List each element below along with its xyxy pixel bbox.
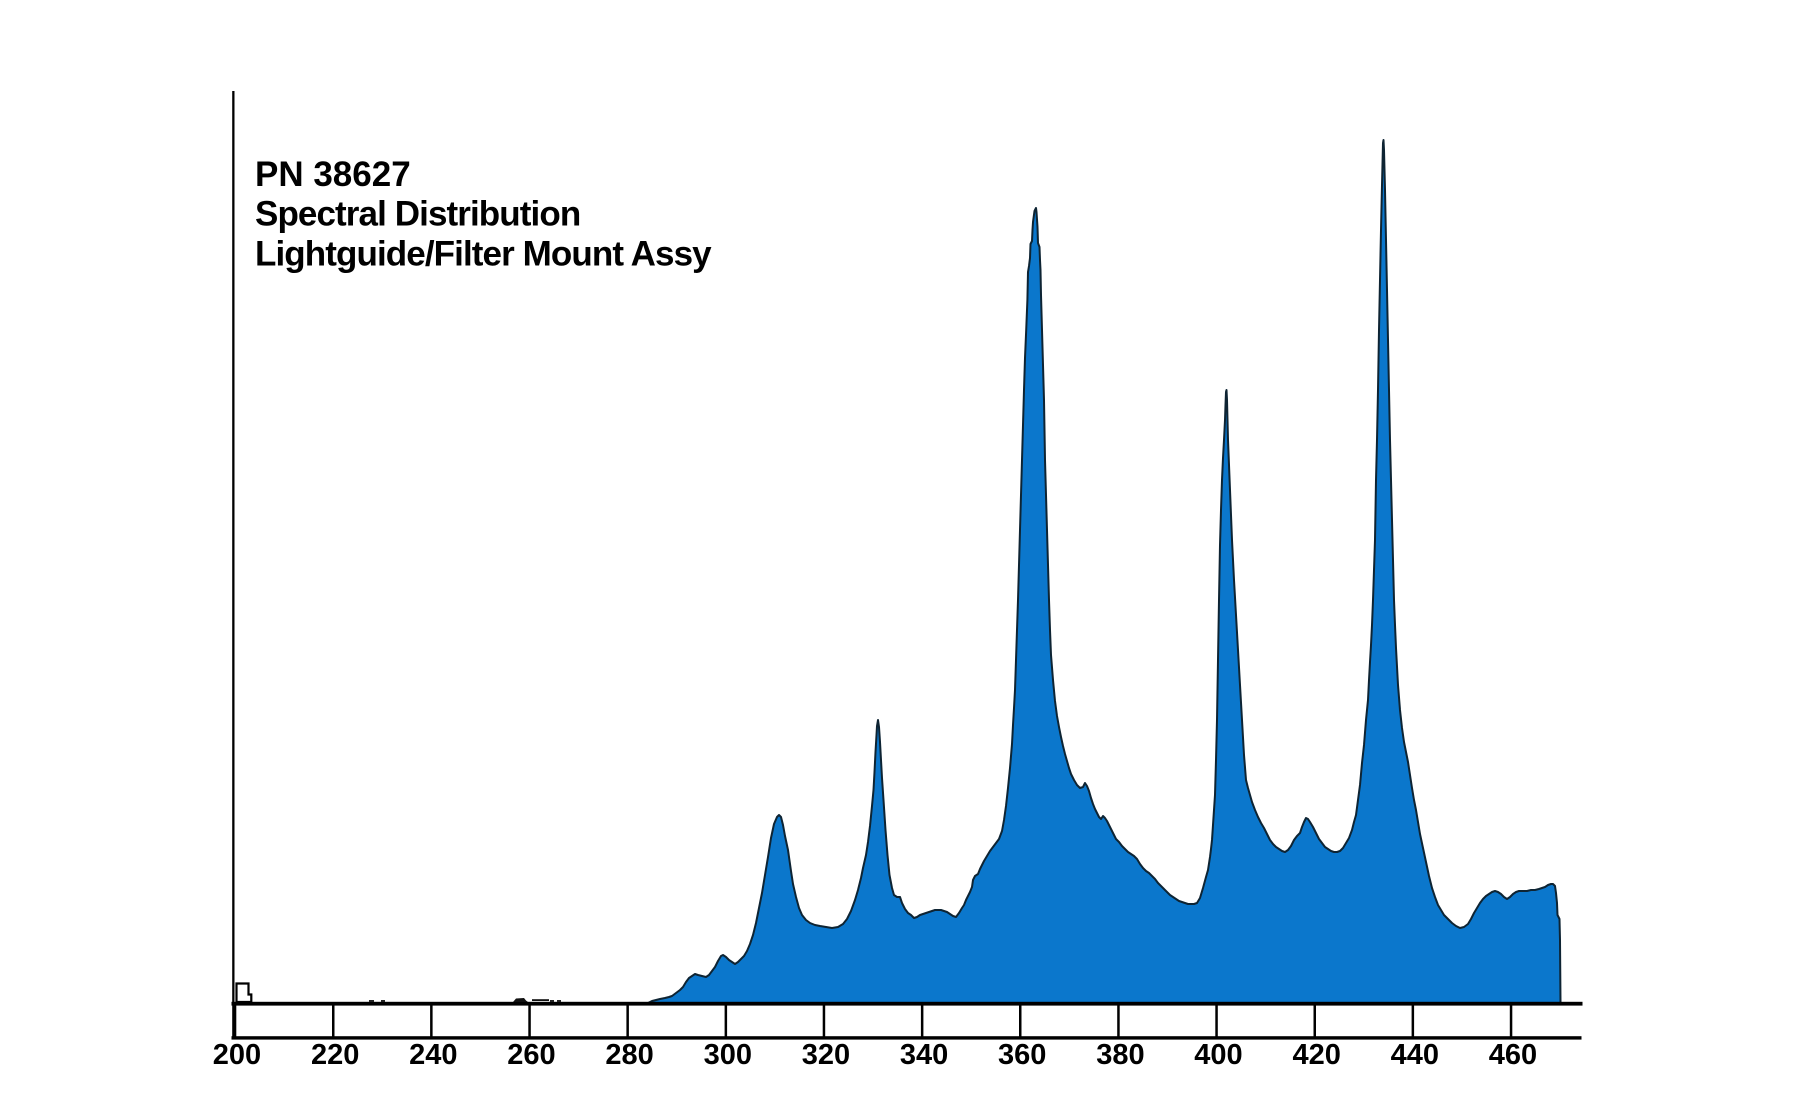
svg-text:460: 460 bbox=[1489, 1039, 1537, 1071]
svg-text:280: 280 bbox=[605, 1039, 653, 1071]
svg-text:Lightguide/Filter Mount Assy: Lightguide/Filter Mount Assy bbox=[255, 235, 712, 274]
svg-text:260: 260 bbox=[507, 1039, 555, 1071]
svg-text:420: 420 bbox=[1293, 1039, 1341, 1071]
svg-text:320: 320 bbox=[802, 1039, 850, 1071]
svg-text:340: 340 bbox=[900, 1039, 948, 1071]
svg-text:300: 300 bbox=[704, 1039, 752, 1071]
svg-text:380: 380 bbox=[1096, 1039, 1144, 1071]
svg-text:PN 38627: PN 38627 bbox=[255, 155, 411, 194]
svg-text:440: 440 bbox=[1391, 1039, 1439, 1071]
svg-text:400: 400 bbox=[1194, 1039, 1242, 1071]
svg-text:240: 240 bbox=[409, 1039, 457, 1071]
svg-text:200: 200 bbox=[213, 1039, 261, 1071]
svg-text:220: 220 bbox=[311, 1039, 359, 1071]
svg-text:360: 360 bbox=[998, 1039, 1046, 1071]
svg-text:Spectral Distribution: Spectral Distribution bbox=[255, 195, 580, 234]
